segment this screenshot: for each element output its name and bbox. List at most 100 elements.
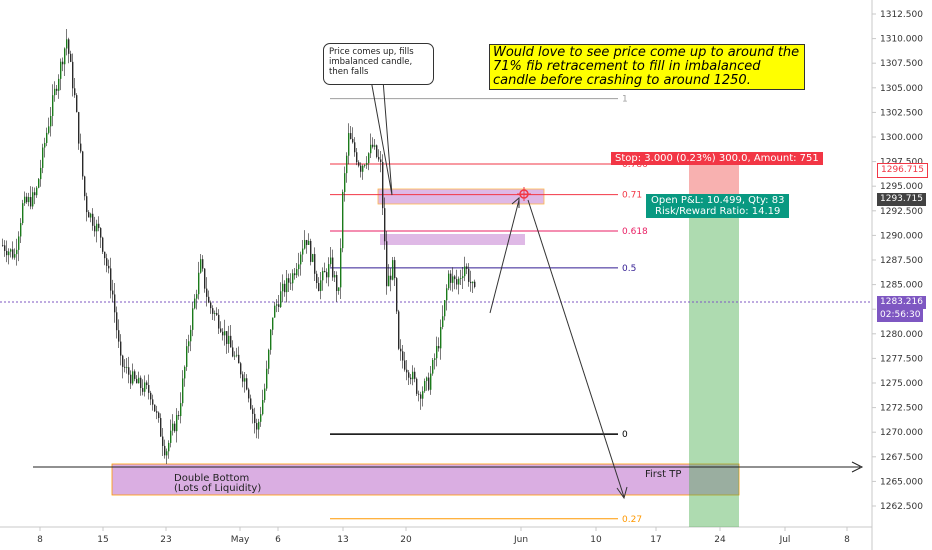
candle-body bbox=[104, 251, 106, 259]
candle-body bbox=[222, 331, 224, 336]
candle-body bbox=[234, 355, 236, 357]
candle-body bbox=[124, 366, 126, 368]
candle-body bbox=[182, 378, 184, 404]
x-tick-label: 17 bbox=[650, 535, 661, 545]
candle-body bbox=[14, 254, 16, 258]
candle-body bbox=[274, 305, 276, 318]
candle-body bbox=[142, 388, 144, 392]
candle-body bbox=[134, 371, 136, 379]
candle-body bbox=[320, 280, 322, 292]
candle-body bbox=[84, 176, 86, 197]
candle-body bbox=[206, 288, 208, 297]
candle-body bbox=[366, 163, 368, 166]
candle-body bbox=[144, 382, 146, 392]
candle-body bbox=[310, 240, 312, 262]
candle-body bbox=[466, 266, 468, 269]
candle-body bbox=[312, 254, 314, 262]
y-tick-label: 1265.000 bbox=[880, 477, 923, 487]
candle-body bbox=[436, 346, 438, 359]
y-tick-label: 1312.500 bbox=[880, 10, 923, 20]
candle-body bbox=[224, 331, 226, 336]
candle-body bbox=[116, 312, 118, 331]
main-note[interactable]: Would love to see price come up to aroun… bbox=[489, 44, 805, 90]
candle-body bbox=[376, 145, 378, 157]
candle-body bbox=[302, 248, 304, 255]
candle-body bbox=[72, 61, 74, 89]
candle-body bbox=[372, 144, 374, 147]
candle-body bbox=[346, 155, 348, 174]
candle-body bbox=[452, 276, 454, 283]
candle-body bbox=[286, 278, 288, 293]
candle-body bbox=[140, 377, 142, 389]
target-marker-icon[interactable] bbox=[517, 187, 531, 201]
candle-body bbox=[382, 161, 384, 209]
candle-body bbox=[392, 260, 394, 280]
candle-body bbox=[414, 371, 416, 379]
candle-body bbox=[420, 394, 422, 399]
candle-body bbox=[76, 95, 78, 113]
candle-body bbox=[180, 403, 182, 417]
callout-note[interactable]: Price comes up, fills imbalanced candle,… bbox=[323, 43, 434, 85]
candle-body bbox=[348, 133, 350, 156]
candle-body bbox=[278, 304, 280, 307]
time-axis[interactable]: 8 15 23 May 6 13 20 Jun 10 17 24 Jul 8 bbox=[37, 527, 850, 545]
candle-body bbox=[192, 308, 194, 330]
y-tick-label: 1285.000 bbox=[880, 281, 923, 291]
candle-body bbox=[440, 327, 442, 349]
candle-body bbox=[470, 281, 472, 284]
candle-body bbox=[48, 126, 50, 133]
fib-level-label: 0.618 bbox=[622, 227, 648, 237]
candle-body bbox=[412, 371, 414, 380]
candle-body bbox=[70, 53, 72, 62]
candle-body bbox=[418, 393, 420, 395]
candle-body bbox=[282, 283, 284, 292]
candle-body bbox=[444, 300, 446, 317]
candle-body bbox=[86, 196, 88, 213]
stop-label: Stop: 3.000 (0.23%) 300.0, Amount: 751 bbox=[611, 152, 823, 165]
y-tick-label: 1305.000 bbox=[880, 84, 923, 94]
candle-body bbox=[150, 392, 152, 400]
candle-body bbox=[464, 266, 466, 277]
candle-body bbox=[102, 237, 104, 252]
candle-body bbox=[2, 245, 4, 247]
candle-body bbox=[18, 236, 20, 250]
candle-body bbox=[426, 377, 428, 382]
candle-body bbox=[28, 197, 30, 203]
candle-body bbox=[398, 311, 400, 349]
candle-body bbox=[340, 248, 342, 288]
candle-body bbox=[446, 288, 448, 301]
candle-body bbox=[212, 308, 214, 314]
y-tick-label: 1262.500 bbox=[880, 502, 923, 512]
candle-body bbox=[34, 192, 36, 196]
candle-body bbox=[468, 268, 470, 282]
candle-body bbox=[362, 165, 364, 172]
candle-body bbox=[354, 142, 356, 153]
x-tick-label: 10 bbox=[590, 535, 602, 545]
candle-body bbox=[424, 381, 426, 392]
candle-body bbox=[186, 346, 188, 367]
candle-body bbox=[220, 328, 222, 332]
candle-body bbox=[264, 388, 266, 401]
y-tick-label: 1267.500 bbox=[880, 453, 923, 463]
candle-body bbox=[240, 363, 242, 375]
stop-price-tag: 1296.715 bbox=[877, 163, 928, 178]
candle-body bbox=[364, 165, 366, 166]
y-tick-label: 1272.500 bbox=[880, 404, 923, 414]
y-tick-label: 1310.000 bbox=[880, 35, 923, 45]
candle-body bbox=[284, 283, 286, 293]
candle-body bbox=[258, 421, 260, 430]
candle-body bbox=[126, 367, 128, 369]
x-tick-label: 20 bbox=[400, 535, 412, 545]
price-axis[interactable]: 1312.500 1310.000 1307.500 1305.000 1302.500… bbox=[872, 10, 923, 512]
candle-body bbox=[10, 249, 12, 252]
candle-body bbox=[408, 372, 410, 378]
candle-body bbox=[154, 404, 156, 412]
candle-body bbox=[238, 354, 240, 364]
candle-body bbox=[42, 147, 44, 168]
candle-body bbox=[368, 153, 370, 164]
y-tick-label: 1280.000 bbox=[880, 330, 923, 340]
candle-body bbox=[410, 377, 412, 380]
y-tick-label: 1302.500 bbox=[880, 108, 923, 118]
candle-body bbox=[82, 151, 84, 177]
projection-up-arrow bbox=[489, 199, 520, 314]
